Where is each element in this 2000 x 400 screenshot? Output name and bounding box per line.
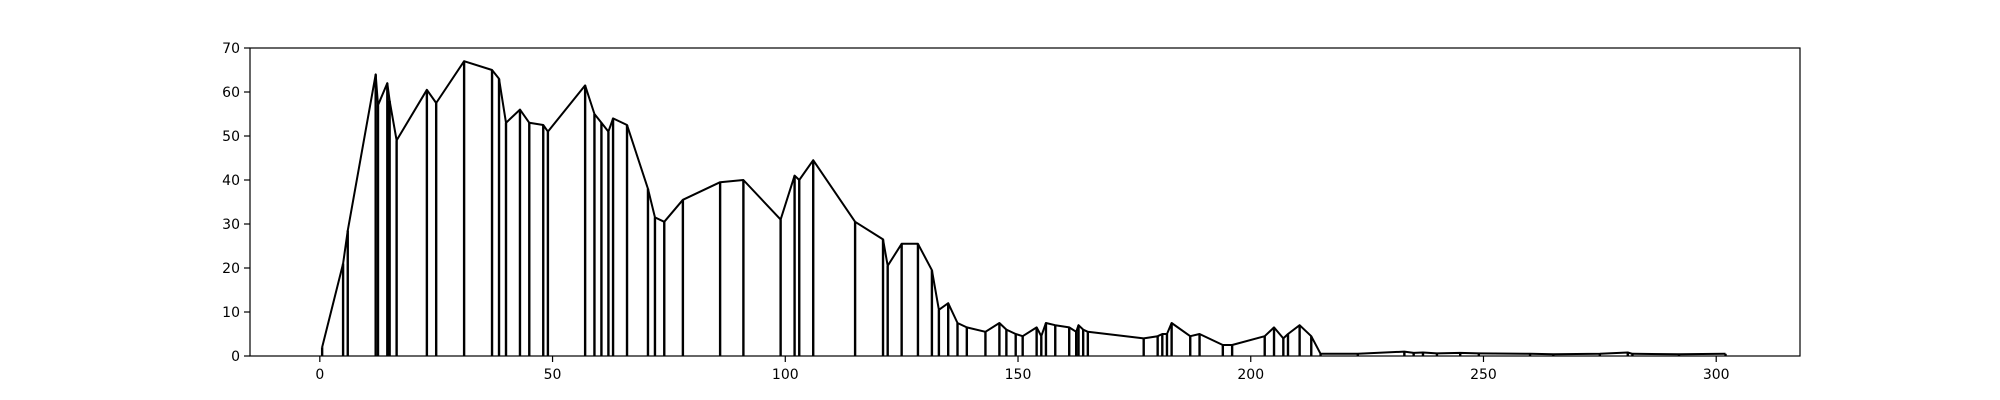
x-axis: 0 50 100 150 200 250 300: [315, 356, 1730, 383]
plot-frame: [249, 47, 1801, 357]
x-tick-label: 50: [544, 367, 562, 383]
y-tick-label: 50: [222, 129, 240, 145]
x-tick-label: 150: [1005, 367, 1032, 383]
x-tick-label: 300: [1703, 367, 1730, 383]
y-tick-label: 30: [222, 217, 240, 233]
y-tick-label: 10: [222, 305, 240, 321]
x-tick-label: 100: [772, 367, 799, 383]
y-tick-label: 0: [231, 349, 240, 365]
y-tick-label: 40: [222, 173, 240, 189]
y-tick-label: 70: [222, 41, 240, 57]
x-tick-label: 0: [315, 367, 324, 383]
y-axis: 0 10 20 30 40 50 60 70: [222, 41, 250, 365]
x-tick-label: 250: [1470, 367, 1497, 383]
drop-lines: [320, 61, 1727, 356]
y-tick-label: 60: [222, 85, 240, 101]
y-tick-label: 20: [222, 261, 240, 277]
x-tick-label: 200: [1237, 367, 1264, 383]
series-line: [321, 60, 1726, 356]
